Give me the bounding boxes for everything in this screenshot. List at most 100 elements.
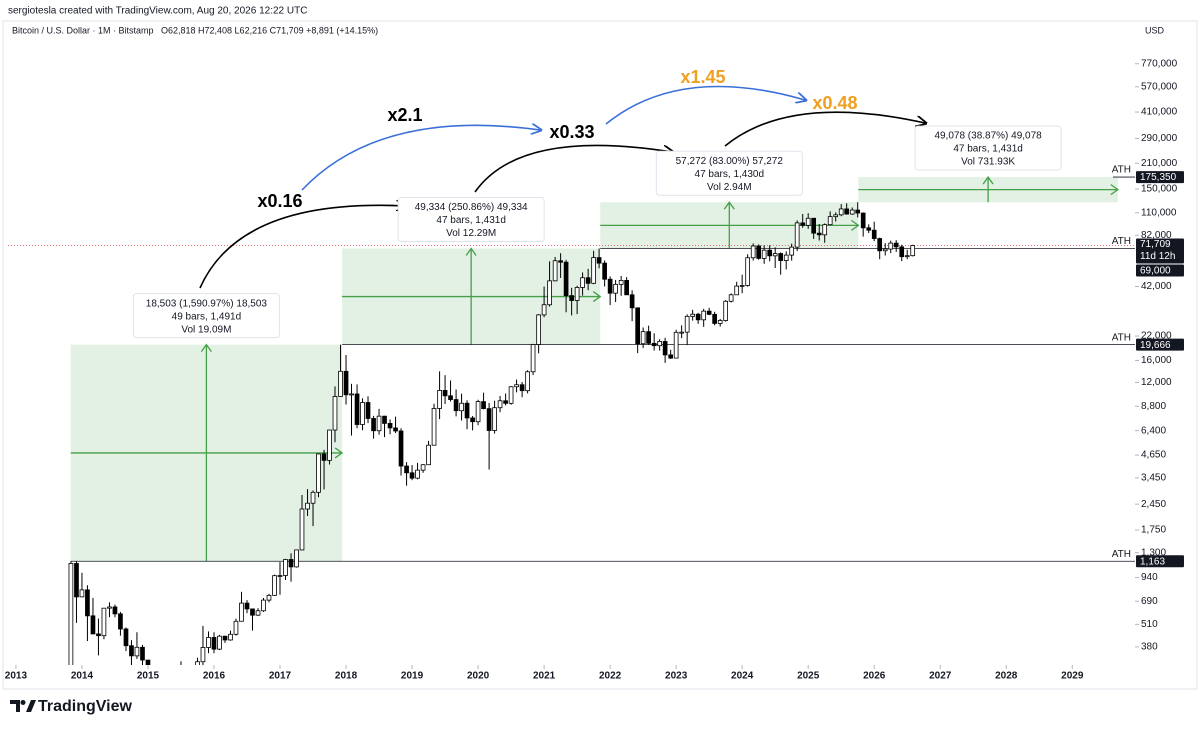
y-tick-label: 22,000: [1141, 331, 1172, 342]
panel-border: [2, 20, 1198, 690]
y-tick-label: 570,000: [1141, 81, 1178, 92]
candle-body: [217, 635, 222, 650]
ath-badge: [1136, 171, 1184, 184]
candle-body: [387, 423, 393, 429]
multiplier: x2.1: [387, 105, 422, 125]
y-tick-label: 8,800: [1141, 401, 1166, 412]
x-tick-label: 2027: [929, 671, 952, 682]
y-tick-label: 690: [1141, 596, 1158, 607]
x-tick-label: 2023: [665, 671, 688, 682]
candle-body: [624, 279, 629, 296]
measure-box: [655, 150, 803, 196]
candle-body: [684, 315, 690, 333]
candle-body: [206, 637, 211, 648]
logo-mark: [26, 700, 36, 712]
candle-body: [662, 341, 668, 356]
arc: [724, 111, 925, 147]
ath-badge: [1136, 555, 1184, 568]
candle-body: [90, 615, 96, 635]
y-tick-label: 150,000: [1141, 184, 1178, 195]
x-tick-label: 2021: [533, 671, 556, 682]
candle-body: [112, 606, 118, 615]
candle-body: [244, 602, 250, 610]
candle-body: [145, 659, 151, 665]
candle-body: [701, 310, 707, 321]
y-tick-label: 410,000: [1141, 107, 1178, 118]
candle-body: [717, 320, 723, 324]
candle-body: [382, 415, 387, 424]
currency: USD: [1145, 25, 1165, 35]
candle-body: [613, 283, 618, 294]
candle-body: [888, 242, 894, 250]
x-tick-label: 2013: [5, 671, 28, 682]
y-tick-label: 2,450: [1141, 499, 1166, 510]
arrow-head: [334, 447, 344, 459]
brand: TradingView: [38, 698, 133, 715]
y-tick-label: 110,000: [1141, 207, 1177, 218]
candle-body: [635, 307, 640, 345]
candle-body: [519, 384, 525, 392]
ath-label: ATH: [1112, 165, 1131, 176]
arrow-head: [200, 343, 212, 353]
x-tick-label: 2019: [401, 671, 424, 682]
x-tick-label: 2014: [71, 671, 94, 682]
measure-bars: 47 bars, 1,431d: [436, 215, 506, 226]
y-tick-label: 940: [1141, 572, 1158, 583]
measure-box: [397, 197, 545, 243]
candle-body: [420, 464, 426, 471]
candle-body: [761, 249, 767, 259]
measure-vol: Vol 2.94M: [707, 182, 751, 193]
ath-badge: [1136, 264, 1184, 277]
ath-label: ATH: [1112, 549, 1131, 560]
price-badge: [1136, 238, 1184, 264]
candle-body: [486, 408, 492, 431]
measure-label: 57,272 (83.00%) 57,272: [676, 156, 784, 167]
candle-body: [195, 661, 200, 665]
candle-body: [508, 386, 514, 404]
candle-body: [349, 393, 354, 396]
x-tick-label: 2028: [995, 671, 1018, 682]
candle-body: [547, 280, 552, 306]
candle-body: [580, 277, 585, 288]
x-tick-label: 2024: [731, 671, 754, 682]
arrow-head: [850, 219, 860, 231]
candle-body: [723, 300, 729, 321]
candle-body: [101, 607, 107, 637]
candle-body: [596, 257, 602, 264]
y-tick-label: 1,300: [1141, 547, 1166, 558]
y-tick-label: 510: [1141, 619, 1158, 630]
candle-body: [855, 209, 861, 214]
candle-body: [85, 589, 90, 617]
logo-mark: [10, 700, 20, 712]
candle-body: [442, 390, 448, 397]
ath-badge-label: 175,350: [1140, 172, 1177, 183]
candle-body: [602, 262, 607, 280]
x-tick-label: 2026: [863, 671, 886, 682]
price-badge-label: 71,709: [1140, 239, 1171, 250]
candle-body: [134, 646, 140, 657]
candle-body: [585, 277, 591, 284]
candle-body: [772, 253, 778, 257]
candle-body: [393, 427, 398, 432]
arc: [474, 144, 672, 193]
arrow-head: [592, 291, 602, 303]
footer-bar: [0, 690, 1200, 729]
candle-body: [860, 212, 866, 229]
candle-body: [288, 559, 294, 568]
candle-body: [525, 371, 530, 392]
candle-body: [827, 216, 833, 226]
candle-body: [745, 257, 750, 286]
candle-body: [530, 344, 536, 373]
measure-bars: 49 bars, 1,491d: [172, 311, 242, 322]
candle-body: [882, 248, 888, 252]
candle-body: [250, 608, 255, 616]
ath-badge-label: 19,666: [1140, 340, 1171, 351]
ath-badge-label: 69,000: [1140, 266, 1171, 277]
candle-body: [310, 491, 316, 504]
candle-body: [343, 370, 349, 396]
candle-body: [272, 575, 277, 596]
candle-body: [712, 313, 717, 324]
candle-body: [426, 444, 431, 466]
y-tick-label: 770,000: [1141, 58, 1178, 69]
candle-body: [283, 559, 288, 576]
